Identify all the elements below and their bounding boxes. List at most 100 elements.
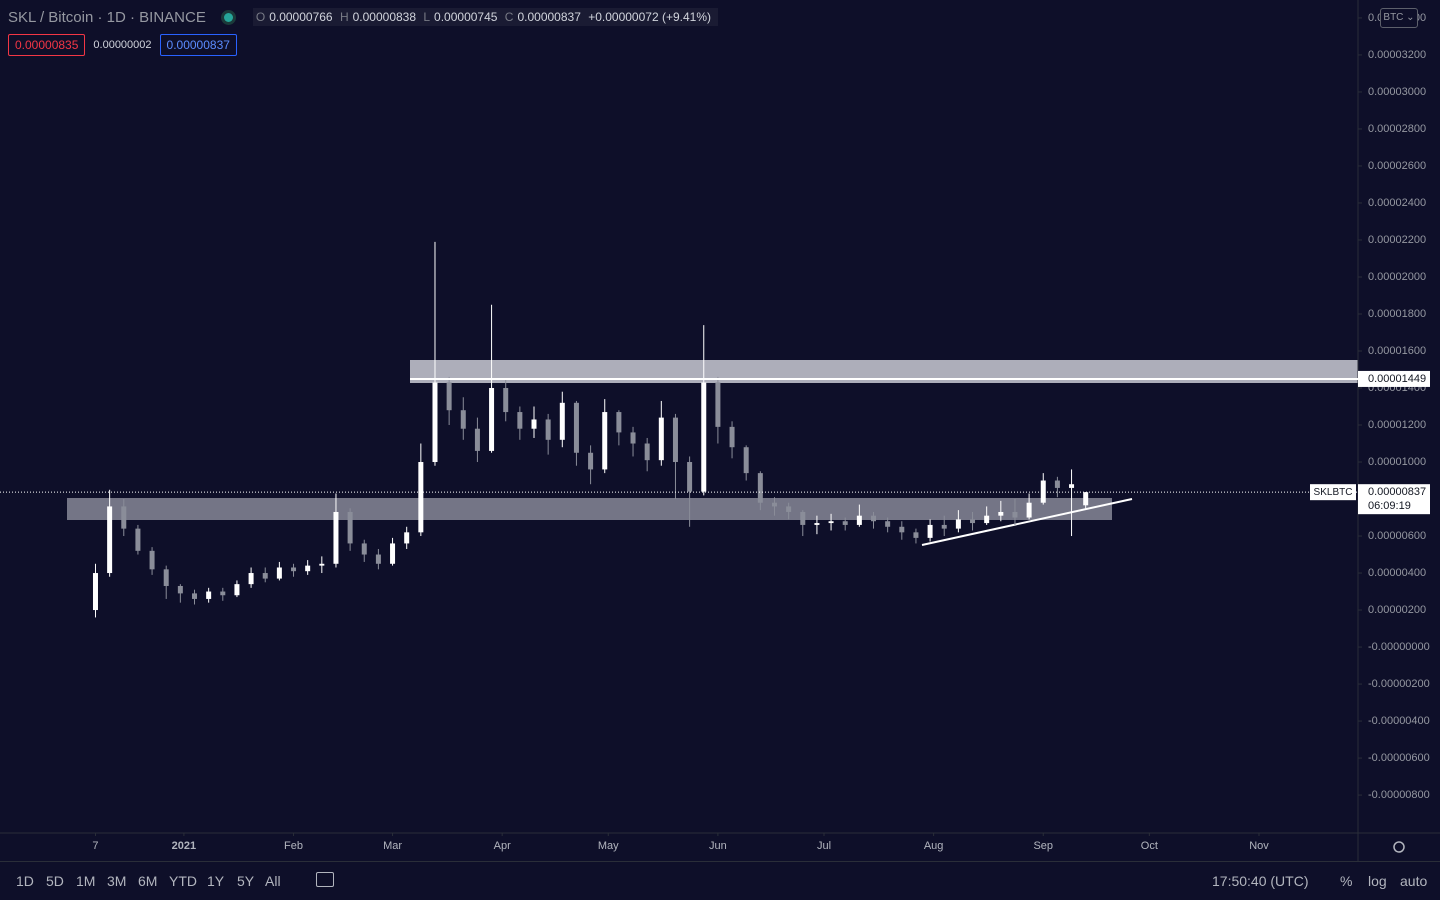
x-tick-label: May (598, 840, 619, 852)
candle-body (517, 412, 523, 429)
y-tick-label: 0.00000400 (1368, 567, 1426, 579)
range-button[interactable]: 1Y (207, 873, 225, 889)
candle-body (1040, 480, 1046, 503)
range-button[interactable]: 6M (138, 873, 158, 889)
range-button[interactable]: 1D (16, 873, 34, 889)
candle-body (149, 550, 155, 570)
y-tick-label: -0.00000800 (1368, 789, 1430, 801)
candle-body (800, 511, 806, 525)
x-tick-label: Aug (924, 840, 944, 852)
candle-body (375, 554, 381, 564)
candle-body (588, 452, 594, 470)
label: H (339, 10, 349, 24)
candle-body (955, 519, 961, 529)
candle-body (291, 567, 297, 572)
y-tick-label: 0.00001800 (1368, 308, 1426, 320)
candle-body (970, 519, 976, 524)
range-button[interactable]: 1M (76, 873, 96, 889)
support-zone (67, 498, 1112, 520)
range-button[interactable]: 5Y (237, 873, 255, 889)
candle-body (757, 473, 763, 503)
legend: SKL / Bitcoin · 1D · BINANCE O 0.00000766… (8, 8, 718, 26)
label: L (423, 10, 431, 24)
date-range-icon[interactable] (316, 872, 334, 887)
candle-body (715, 382, 721, 427)
bottom-toolbar: 1D 5D 1M 3M 6M YTD 1Y 5Y All 17:50:40 (U… (0, 861, 1440, 900)
candle-body (630, 432, 636, 444)
buy-price[interactable]: 0.00000837 (159, 34, 237, 56)
symbol-label: SKLBTC (1314, 487, 1353, 498)
chart: 0.000034000.000032000.000030000.00002800… (0, 0, 1440, 861)
clock: 17:50:40 (UTC) (1212, 873, 1309, 889)
range-button[interactable]: YTD (169, 873, 197, 889)
candle-body (771, 502, 777, 507)
candle-body (814, 523, 820, 525)
x-tick-label: Jul (817, 840, 831, 852)
candle-body (248, 573, 254, 585)
range-button[interactable]: 5D (46, 873, 64, 889)
candle-body (616, 412, 622, 433)
candle-body (177, 585, 183, 594)
candle-body (545, 419, 551, 440)
label: C (504, 10, 514, 24)
candle-body (1012, 511, 1018, 518)
candle-body (107, 506, 113, 574)
y-tick-label: 0.00001000 (1368, 456, 1426, 468)
candle-body (432, 382, 438, 463)
label: O (255, 10, 266, 24)
candle-body (276, 567, 282, 579)
candle-body (687, 462, 693, 492)
y-tick-label: -0.00000200 (1368, 678, 1430, 690)
candle-body (390, 543, 396, 564)
percent-button[interactable]: % (1340, 873, 1353, 889)
candle-body (927, 524, 933, 538)
candle-body (998, 511, 1004, 516)
candle-body (1054, 480, 1060, 488)
candle-body (743, 447, 749, 474)
candle-body (1083, 492, 1089, 506)
y-tick-label: -0.00000000 (1368, 641, 1430, 653)
market-status (223, 12, 233, 22)
candle-body (1069, 484, 1075, 488)
candle-body (984, 515, 990, 524)
auto-button[interactable]: auto (1400, 873, 1428, 889)
log-button[interactable]: log (1368, 873, 1387, 889)
x-tick-label: Jun (709, 840, 727, 852)
symbol-tag (1310, 484, 1356, 501)
candle-body (446, 382, 452, 411)
y-tick-label: 0.00001600 (1368, 345, 1426, 357)
candle-body (135, 528, 141, 551)
candle-body (531, 419, 537, 429)
candle-body (347, 511, 353, 544)
candle-body (92, 573, 98, 611)
currency-button[interactable]: BTC ⌄ (1380, 8, 1418, 28)
candle-body (828, 521, 834, 524)
range-button[interactable]: 3M (107, 873, 127, 889)
y-tick-label: 0.00003000 (1368, 86, 1426, 98)
candle-body (503, 388, 509, 413)
y-tick-label: 0.00000200 (1368, 604, 1426, 616)
candle-body (644, 443, 650, 461)
level-tag (1358, 370, 1430, 387)
x-tick-label: Nov (1249, 840, 1269, 852)
price-tag (1358, 484, 1430, 515)
countdown: 06:09:19 (1368, 500, 1411, 512)
candle-body (361, 543, 367, 555)
x-tick-label: 7 (92, 840, 98, 852)
sell-price[interactable]: 0.00000835 (8, 34, 86, 56)
candle-body (913, 532, 919, 538)
symbol[interactable]: SKL / Bitcoin · 1D · BINANCE (8, 8, 206, 26)
x-tick-label: Feb (284, 840, 303, 852)
range-button[interactable]: All (265, 873, 281, 889)
spread: 0.00000002 (93, 39, 152, 51)
settings-icon[interactable] (1393, 841, 1405, 853)
y-tick-label: 0.00002800 (1368, 123, 1426, 135)
candle-body (192, 593, 198, 599)
candle-body (333, 511, 339, 564)
candle-body (121, 506, 127, 529)
y-tick-label: 0.00002400 (1368, 197, 1426, 209)
x-tick-label: Sep (1033, 840, 1053, 852)
candle-body (418, 462, 424, 533)
candle-body (899, 526, 905, 533)
value: 0.00000838 (352, 10, 417, 24)
